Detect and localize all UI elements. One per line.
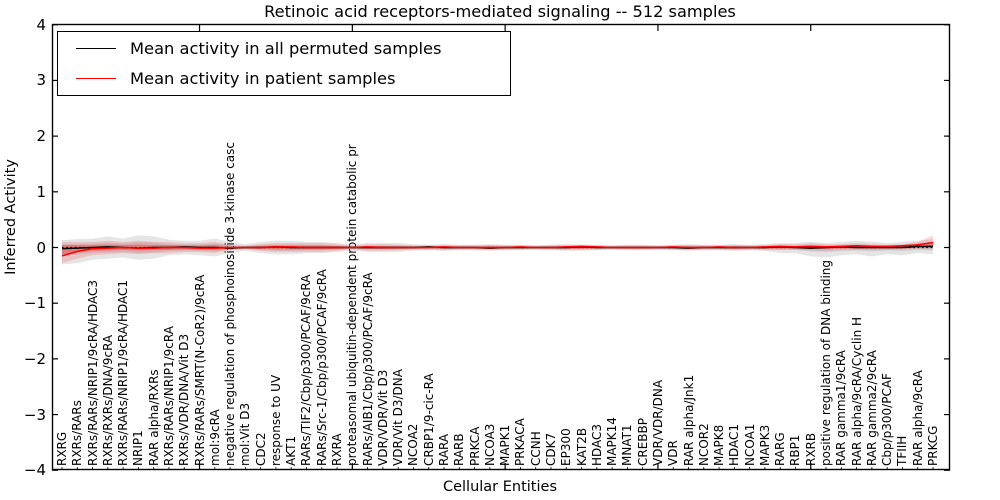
y-tick-label: −1 <box>23 294 46 313</box>
x-tick-label: HDAC1 <box>727 423 742 466</box>
x-tick-label: positive regulation of DNA binding <box>819 260 834 466</box>
x-tick-label: TFIIH <box>895 435 910 466</box>
x-tick-label: response to UV <box>268 374 283 466</box>
x-tick-label: negative regulation of phosphoinositide … <box>223 142 238 466</box>
x-tick-label: RXRA <box>330 433 345 466</box>
Mean-activity-in-all-permuted-samples-line <box>61 245 933 250</box>
x-tick-label: mol:9cRA <box>207 409 222 466</box>
y-tick-label: −3 <box>23 405 46 424</box>
x-tick-label: MAPK3 <box>757 424 772 466</box>
x-tick-label: RARA <box>437 433 452 466</box>
x-tick-label: EP300 <box>559 428 574 466</box>
x-tick-label: NCOA1 <box>742 423 757 466</box>
x-tick-label: RAR alpha/9cRA/Cyclin H <box>849 316 864 466</box>
y-tick-label: 4 <box>36 15 46 34</box>
y-tick-label: 3 <box>36 71 46 90</box>
x-tick-label: RXRs/RARs/NRIP1/9cRA <box>161 326 176 466</box>
x-tick-label: VDR/VDR/DNA <box>650 379 665 466</box>
x-tick-label: RXRs/RARs/SMRT(N-CoR2)/9cRA <box>192 274 207 466</box>
x-tick-label: RXRG <box>55 431 69 466</box>
x-tick-label: CDC2 <box>253 432 268 466</box>
chart-title: Retinoic acid receptors-mediated signali… <box>264 2 736 21</box>
x-tick-label: RAR gamma1/9cRA <box>834 350 849 466</box>
Mean-activity-in-patient-samples-line <box>61 241 934 257</box>
x-tick-label: MNAT1 <box>620 424 635 466</box>
x-axis-label: Cellular Entities <box>442 479 558 495</box>
x-tick-label: CDK7 <box>543 432 558 466</box>
patient-samples-spread-outer-band <box>62 235 933 264</box>
x-tick-label: VDR/VDR/Vit D3 <box>375 369 390 466</box>
x-tick-label: NCOR2 <box>696 423 711 466</box>
x-tick-label: MAPK8 <box>712 424 727 466</box>
x-tick-label: RARs/AIB1/Cbp/p300/PCAF/9cRA <box>360 272 375 466</box>
x-tick-label: RBP1 <box>788 434 803 466</box>
x-tick-label: VDR <box>666 440 681 466</box>
x-tick-label: CREBBP <box>635 418 650 466</box>
x-tick-label: RARG <box>773 432 788 466</box>
legend-label: Mean activity in all permuted samples <box>130 39 442 58</box>
x-tick-label: RXRB <box>803 432 818 466</box>
x-tick-label: AKT1 <box>284 435 299 466</box>
y-tick-label: −2 <box>23 349 46 368</box>
x-tick-label: PRKCG <box>926 425 940 466</box>
legend: Mean activity in all permuted samples Mea… <box>57 31 511 96</box>
patient-samples-spread-inner-band <box>62 242 933 255</box>
legend-line-swatch <box>76 48 116 49</box>
permuted-samples-spread-outer-band <box>62 235 933 265</box>
x-tick-label: PRKCA <box>467 426 482 466</box>
x-tick-label: RAR gamma2/9cRA <box>864 350 879 466</box>
permuted-samples-spread-inner-band <box>62 242 933 255</box>
x-tick-label: RXRs/RARs/NRIP1/9cRA/HDAC3 <box>85 279 100 466</box>
x-tick-label: NCOA3 <box>482 423 497 466</box>
x-tick-label: RAR alpha/9cRA <box>910 370 925 466</box>
x-tick-label: RXRs/RARs <box>70 400 85 466</box>
x-tick-label: RARs/TIF2/Cbp/p300/PCAF/9cRA <box>299 274 314 466</box>
x-tick-label: MAPK14 <box>605 417 620 466</box>
x-tick-label: MAPK1 <box>498 424 513 466</box>
x-tick-label: VDR/Vit D3/DNA <box>391 369 406 466</box>
legend-entry: Mean activity in patient samples <box>58 64 510 94</box>
x-tick-label: HDAC3 <box>589 423 604 466</box>
x-tick-label: KAT2B <box>574 427 589 466</box>
x-tick-label: RXRs/VDR/DNA/Vit D3 <box>177 333 192 466</box>
x-tick-label: proteasomal ubiquitin-dependent protein … <box>345 144 360 466</box>
legend-entry: Mean activity in all permuted samples <box>58 34 510 64</box>
legend-line-swatch <box>76 78 116 79</box>
x-tick-label: RAR alpha/Jnk1 <box>681 374 696 466</box>
y-tick-label: 2 <box>36 127 46 146</box>
y-tick-label: 1 <box>36 182 46 201</box>
x-tick-label: RAR alpha/RXRs <box>146 369 161 466</box>
x-tick-label: RARs/Src-1/Cbp/p300/PCAF/9cRA <box>314 269 329 466</box>
x-tick-label: RXRs/RARs/NRIP1/9cRA/HDAC1 <box>116 279 131 466</box>
x-tick-label: Cbp/p300/PCAF <box>880 373 895 466</box>
x-tick-label: RARB <box>452 433 467 466</box>
x-tick-label: NRIP1 <box>131 430 146 466</box>
y-tick-label: −4 <box>23 461 46 480</box>
legend-label: Mean activity in patient samples <box>130 69 396 88</box>
y-axis-label: Inferred Activity <box>3 159 19 275</box>
x-tick-label: CRBP1/9-cic-RA <box>421 373 436 466</box>
x-tick-label: NCOA2 <box>406 423 421 466</box>
y-tick-label: 0 <box>36 238 46 257</box>
x-tick-label: PRKACA <box>513 418 528 466</box>
x-tick-label: mol:Vit D3 <box>238 402 253 466</box>
x-tick-label: CCNH <box>528 431 543 466</box>
x-tick-label: RXRs/RXRs/DNA/9cRA <box>100 334 115 466</box>
